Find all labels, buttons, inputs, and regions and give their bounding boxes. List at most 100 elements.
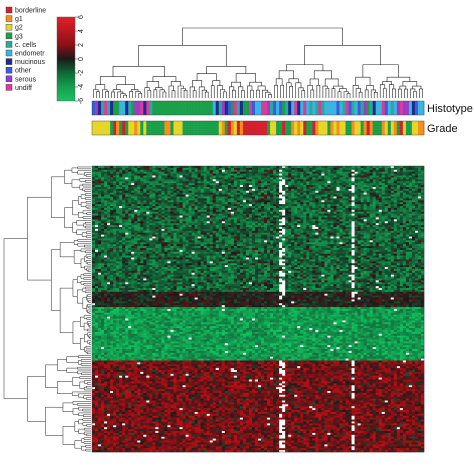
histotype-cell <box>381 101 386 115</box>
heatmap-cell <box>122 209 126 213</box>
heatmap-cell <box>218 179 223 182</box>
heatmap-cell <box>342 211 346 214</box>
heatmap-cell <box>342 219 346 222</box>
heatmap-cell <box>212 181 216 184</box>
heatmap-cell <box>170 240 174 243</box>
heatmap-cell <box>110 200 114 203</box>
heatmap-cell <box>285 171 289 174</box>
heatmap-cell <box>348 228 352 232</box>
heatmap-cell <box>402 209 407 213</box>
heatmap-cell <box>357 196 361 199</box>
heatmap-cell <box>330 196 334 199</box>
heatmap-cell <box>369 192 373 195</box>
heatmap-cell <box>113 183 117 186</box>
heatmap-cell <box>321 183 325 186</box>
heatmap-cell <box>384 204 389 207</box>
heatmap-cell <box>330 167 334 171</box>
heatmap-cell <box>369 167 373 171</box>
heatmap-cell <box>345 183 349 186</box>
heatmap-cell <box>351 232 355 235</box>
heatmap-cell <box>372 167 376 171</box>
heatmap-cell <box>182 177 186 180</box>
heatmap-cell <box>390 228 395 232</box>
heatmap-cell <box>408 202 413 205</box>
heatmap-cell <box>128 215 132 218</box>
heatmap-cell <box>146 219 150 222</box>
heatmap-cell <box>327 227 331 230</box>
heatmap-cell <box>188 213 192 216</box>
heatmap-cell <box>366 194 370 197</box>
heatmap-cell <box>176 186 180 190</box>
heatmap-cell <box>330 206 334 209</box>
grade-cell <box>414 121 419 135</box>
heatmap-cell <box>408 217 413 220</box>
heatmap-cell <box>351 211 355 214</box>
heatmap-cell <box>279 221 283 224</box>
heatmap-cell <box>405 166 410 169</box>
heatmap-cell <box>209 234 213 237</box>
heatmap-cell <box>309 183 313 186</box>
heatmap-cell <box>279 227 283 230</box>
heatmap-cell <box>188 238 192 241</box>
heatmap-cell <box>197 228 201 232</box>
heatmap-cell <box>393 204 398 207</box>
heatmap-cell <box>360 200 364 203</box>
heatmap-cell <box>330 186 334 190</box>
heatmap-cell <box>218 167 223 171</box>
heatmap-cell <box>408 196 413 199</box>
histotype-cell <box>270 101 274 115</box>
heatmap-cell <box>230 219 235 222</box>
row-dendrogram-branch <box>87 332 91 337</box>
heatmap-cell <box>101 177 105 180</box>
heatmap-cell <box>146 194 150 197</box>
heatmap-cell <box>194 171 198 174</box>
heatmap-cell <box>303 242 307 245</box>
heatmap-cell <box>104 204 108 207</box>
heatmap-cell <box>411 173 416 176</box>
heatmap-cell <box>239 166 244 169</box>
column-dendrogram-branch <box>325 87 330 98</box>
heatmap-cell <box>405 207 410 211</box>
heatmap-cell <box>273 166 277 169</box>
heatmap-cell <box>107 190 111 193</box>
heatmap-cell <box>360 225 364 228</box>
heatmap-cell <box>194 240 198 243</box>
heatmap-cell <box>101 173 105 176</box>
heatmap-cell <box>261 200 265 203</box>
row-dendrogram-branch <box>84 431 91 436</box>
heatmap-cell <box>330 223 334 226</box>
heatmap-cell <box>98 190 102 193</box>
heatmap-cell <box>98 213 102 216</box>
heatmap-cell <box>149 202 153 205</box>
heatmap-cell <box>267 192 271 195</box>
heatmap-cell <box>291 242 295 245</box>
heatmap-cell <box>194 227 198 230</box>
heatmap-cell <box>176 169 180 172</box>
heatmap-cell <box>384 225 389 228</box>
heatmap-cell <box>185 207 189 211</box>
heatmap-cell <box>414 169 419 172</box>
heatmap-cell <box>411 186 416 190</box>
grade-cell <box>285 121 289 135</box>
heatmap-cell <box>417 209 422 213</box>
heatmap-cell <box>306 234 310 237</box>
heatmap-cell <box>146 242 150 245</box>
heatmap-cell <box>188 223 192 226</box>
heatmap-cell <box>261 171 265 174</box>
heatmap-cell <box>206 211 210 214</box>
heatmap-cell <box>348 185 352 188</box>
heatmap-cell <box>318 179 322 182</box>
grade-cell <box>327 121 331 135</box>
heatmap-cell <box>107 181 111 184</box>
heatmap-cell <box>185 200 189 203</box>
heatmap-cell <box>242 238 247 241</box>
heatmap-cell <box>414 190 419 193</box>
heatmap-cell <box>294 207 298 211</box>
heatmap-cell <box>348 230 352 233</box>
heatmap-cell <box>200 225 204 228</box>
heatmap-cell <box>318 206 322 209</box>
heatmap-cell <box>414 217 419 220</box>
heatmap-cell <box>104 238 108 241</box>
heatmap-cell <box>155 192 159 195</box>
heatmap-cell <box>227 240 232 243</box>
